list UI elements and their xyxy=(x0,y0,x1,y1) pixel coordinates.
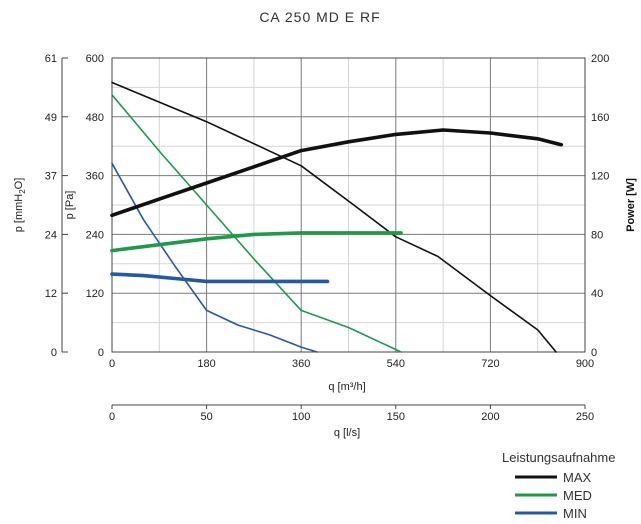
x-primary-tick: 720 xyxy=(481,358,499,370)
chart-title: CA 250 MD E RF xyxy=(259,9,380,25)
y-mmh2o-tick: 24 xyxy=(45,229,57,241)
y-mmh2o-tick: 49 xyxy=(45,112,57,124)
y-mmh2o-label-sub: 2 xyxy=(18,189,27,194)
series-min-pressure-line xyxy=(111,162,318,353)
series-max-power-line xyxy=(110,128,564,218)
series-max-pressure-line xyxy=(111,81,557,353)
series-med-pressure-line xyxy=(111,94,402,353)
y-power-tick: 40 xyxy=(591,288,603,300)
series-med-power-line xyxy=(110,231,403,253)
x-primary-tick: 360 xyxy=(292,358,310,370)
x-secondary-tick: 100 xyxy=(292,411,310,423)
y-pressure-tick: 0 xyxy=(98,347,104,359)
grid xyxy=(111,57,586,353)
x-primary-tick: 0 xyxy=(109,358,115,370)
y-mmh2o-tick: 61 xyxy=(45,53,57,65)
y-pressure-tick: 600 xyxy=(86,53,104,65)
y-power-label: Power [W] xyxy=(625,178,637,232)
y-power-tick: 200 xyxy=(591,53,609,65)
legend: Leistungsaufnahme MAX MED MIN xyxy=(502,450,615,521)
y-mmh2o-label-end: O] xyxy=(13,178,25,190)
y-pressure-tick: 240 xyxy=(86,229,104,241)
x-primary-tick: 180 xyxy=(197,358,215,370)
y-pressure-tick: 120 xyxy=(86,288,104,300)
y-mmh2o-tick: 12 xyxy=(45,288,57,300)
x-secondary-tick: 200 xyxy=(481,411,499,423)
y-mmh2o-label-main: p [mmH xyxy=(13,194,25,233)
x-secondary-tick: 250 xyxy=(576,411,594,423)
plot-border xyxy=(111,57,586,353)
x-secondary-tick: 150 xyxy=(387,411,405,423)
y-power-tick: 0 xyxy=(591,347,597,359)
x-primary-label: q [m³/h] xyxy=(328,381,365,393)
legend-label-min: MIN xyxy=(563,506,587,521)
y-mmh2o-tick: 37 xyxy=(45,171,57,183)
y-power-tick: 160 xyxy=(591,112,609,124)
legend-title: Leistungsaufnahme xyxy=(502,450,615,465)
y-power-tick: 80 xyxy=(591,229,603,241)
x-secondary-tick: 0 xyxy=(109,411,115,423)
y-mmh2o-label: p [mmH2O] xyxy=(13,178,27,233)
x-secondary-tick: 50 xyxy=(200,411,212,423)
curves xyxy=(110,81,564,353)
x-primary-tick: 900 xyxy=(576,358,594,370)
y-pressure-tick: 480 xyxy=(86,112,104,124)
legend-label-med: MED xyxy=(563,488,592,503)
x-secondary-label: q [l/s] xyxy=(334,427,360,439)
legend-label-max: MAX xyxy=(563,470,592,485)
y-power-tick: 120 xyxy=(591,171,609,183)
x-primary-tick: 540 xyxy=(387,358,405,370)
y-pressure-label: p [Pa] xyxy=(64,191,76,220)
y-mmh2o-tick: 0 xyxy=(51,347,57,359)
plot-frame xyxy=(61,57,586,406)
series-min-power-line xyxy=(110,272,330,284)
y-pressure-tick: 360 xyxy=(86,171,104,183)
